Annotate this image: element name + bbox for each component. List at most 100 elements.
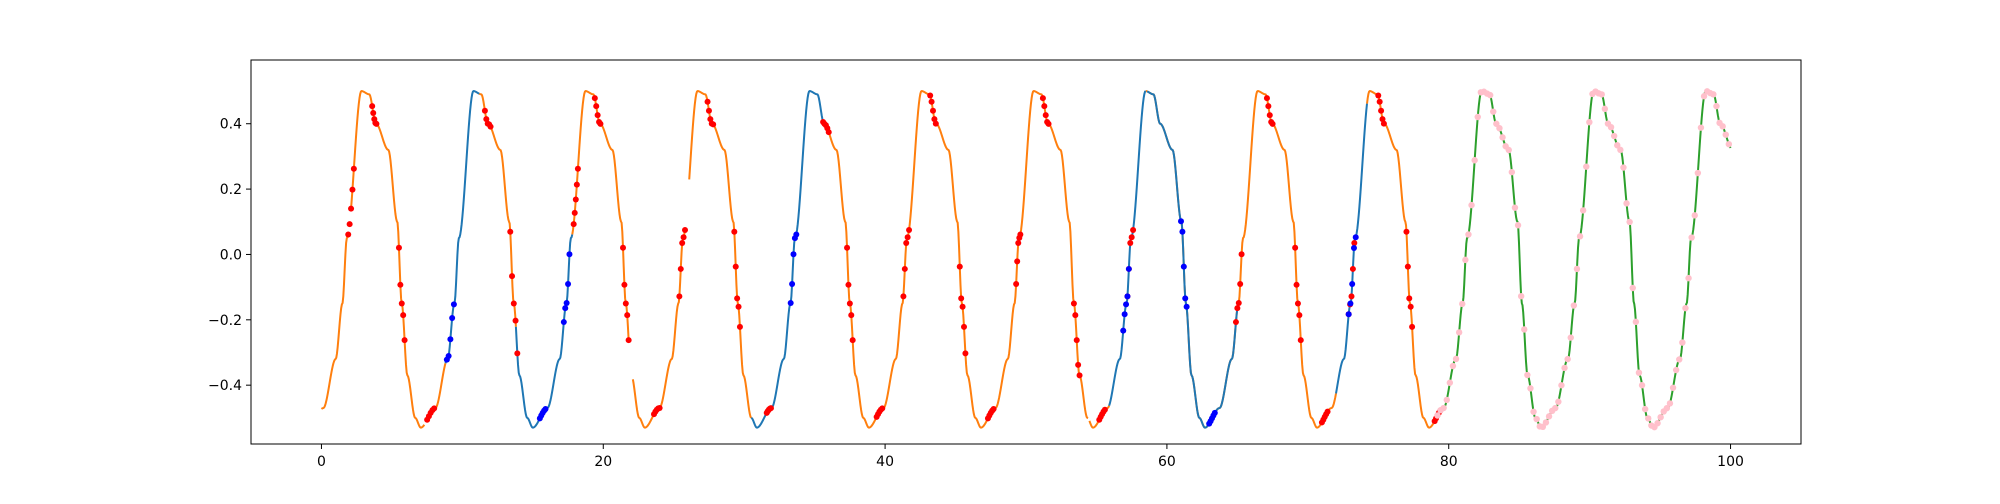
red-marker-32-0 (1403, 228, 1410, 235)
red-marker-32-3 (1407, 303, 1414, 310)
red-marker-22-0 (1039, 95, 1046, 102)
red-marker-8-1 (621, 281, 628, 288)
red-marker-12-0 (731, 228, 738, 235)
red-marker-11-1 (705, 107, 712, 114)
red-marker-14-4 (825, 129, 832, 136)
red-marker-31-3 (1379, 116, 1386, 123)
pink-marker-81 (1685, 274, 1692, 282)
red-marker-24-4 (1101, 406, 1108, 413)
pink-marker-60 (1620, 164, 1627, 171)
pink-marker-83 (1691, 212, 1698, 219)
red-marker-18-2 (930, 107, 936, 114)
red-marker-19-2 (959, 303, 966, 310)
pink-marker-36 (1545, 413, 1553, 420)
blue-marker-4-0 (1120, 327, 1127, 334)
series-1-segment-2 (750, 90, 829, 429)
pink-marker-53 (1598, 91, 1605, 98)
red-marker-20-4 (990, 405, 997, 412)
red-marker-8-3 (624, 312, 631, 319)
pink-marker-77 (1672, 366, 1680, 374)
blue-marker-2-0 (560, 319, 567, 326)
pink-marker-57 (1610, 132, 1618, 140)
blue-marker-2-3 (565, 281, 572, 288)
pink-marker-94 (1725, 140, 1733, 148)
red-marker-15-4 (849, 337, 856, 344)
red-marker-19-0 (956, 263, 963, 270)
blue-marker-2-4 (566, 251, 573, 258)
series-layer (320, 90, 1732, 429)
red-marker-23-3 (1075, 361, 1082, 368)
pink-marker-40 (1558, 382, 1565, 389)
red-marker-7-1 (593, 103, 600, 110)
pink-marker-30 (1527, 385, 1534, 392)
blue-marker-7-0 (1345, 311, 1352, 318)
series-0-segment-11 (1366, 90, 1435, 429)
blue-marker-4-1 (1121, 311, 1128, 318)
series-1-segment-1 (514, 234, 574, 429)
red-marker-25-4 (1130, 227, 1137, 234)
x-tick-label-4: 80 (1440, 454, 1458, 470)
red-marker-0-2 (348, 205, 355, 212)
red-marker-23-0 (1070, 300, 1077, 307)
red-marker-1-4 (373, 120, 380, 127)
red-marker-23-2 (1073, 337, 1080, 344)
pink-marker-32 (1533, 415, 1540, 423)
red-marker-10-4 (682, 227, 688, 234)
red-marker-31-2 (1378, 107, 1385, 114)
blue-marker-0-4 (450, 301, 457, 308)
red-marker-22-1 (1041, 103, 1048, 110)
series-0-segment-4 (571, 90, 630, 341)
blue-marker-0-2 (447, 336, 454, 343)
red-marker-19-4 (962, 350, 969, 357)
pink-marker-78 (1676, 356, 1683, 363)
pink-marker-65 (1635, 369, 1643, 376)
pink-marker-2 (1440, 404, 1447, 412)
red-marker-15-0 (844, 244, 851, 251)
pink-marker-49 (1586, 118, 1593, 126)
red-marker-5-4 (514, 350, 521, 357)
red-marker-2-2 (398, 300, 405, 307)
series-1-segment-0 (444, 90, 480, 364)
pink-marker-47 (1579, 207, 1587, 214)
red-marker-12-3 (735, 303, 742, 310)
red-marker-28-3 (1296, 312, 1303, 319)
blue-marker-0-3 (449, 315, 456, 322)
series-1-segment-3 (1108, 90, 1147, 406)
red-marker-11-4 (710, 121, 717, 128)
pink-marker-66 (1638, 382, 1646, 389)
pink-marker-9 (1462, 256, 1469, 264)
pink-marker-67 (1641, 405, 1649, 413)
blue-marker-3-0 (787, 300, 794, 307)
series-0-segment-10 (1145, 90, 1337, 429)
red-marker-27-0 (1263, 95, 1270, 102)
red-marker-32-4 (1409, 323, 1416, 330)
plot-frame (250, 59, 1802, 445)
blue-marker-6-4 (1211, 409, 1218, 416)
red-marker-6-4 (574, 165, 581, 172)
pink-marker-72 (1657, 413, 1664, 421)
red-marker-29-4 (1324, 408, 1331, 415)
red-marker-28-2 (1294, 300, 1301, 307)
red-marker-18-3 (931, 116, 938, 123)
red-marker-5-0 (507, 228, 514, 235)
pink-marker-29 (1524, 371, 1531, 379)
pink-marker-58 (1614, 142, 1621, 149)
pink-marker-54 (1601, 105, 1609, 113)
pink-marker-10 (1465, 231, 1472, 238)
red-marker-19-1 (958, 295, 965, 302)
pink-marker-12 (1471, 157, 1478, 164)
red-marker-17-0 (900, 293, 907, 300)
y-axis: −0.4 −0.2 0.0 0.2 0.4 (208, 117, 251, 394)
red-marker-32-2 (1406, 295, 1413, 302)
red-marker-2-3 (400, 312, 407, 319)
y-tick-label-3: 0.2 (220, 182, 242, 198)
red-marker-26-4 (1238, 251, 1245, 258)
red-marker-10-1 (677, 265, 684, 272)
series-2-segment-0 (1442, 90, 1732, 429)
pink-marker-4 (1446, 379, 1454, 386)
pink-marker-18 (1490, 108, 1497, 115)
red-marker-1-0 (369, 103, 376, 110)
red-marker-11-2 (707, 116, 714, 123)
red-marker-6-1 (571, 209, 578, 216)
